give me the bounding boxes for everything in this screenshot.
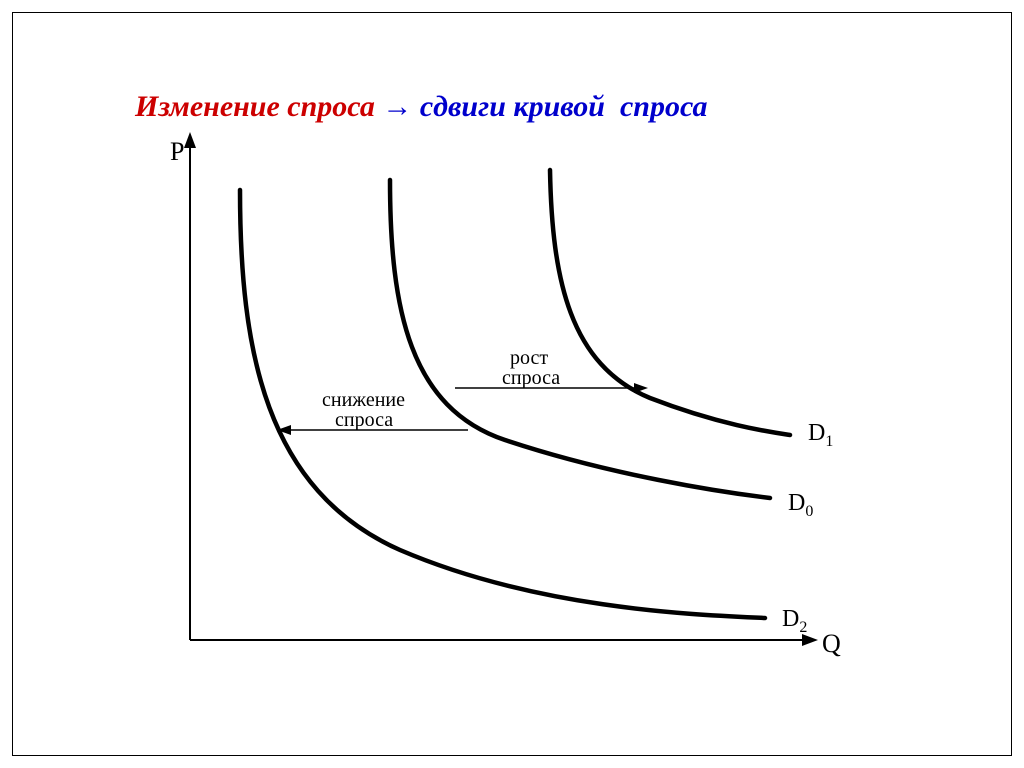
title-part-shift: сдвиги кривой спроса	[420, 90, 708, 123]
label-d0-d: D	[788, 490, 805, 516]
increase-annotation: рост спроса	[455, 347, 648, 393]
y-axis-arrowhead	[184, 132, 196, 148]
label-d0-sub: 0	[805, 503, 813, 520]
title-part-change: Изменение спроса	[135, 90, 375, 123]
increase-label-2: спроса	[502, 367, 560, 389]
curve-d2	[240, 190, 765, 618]
label-d2-d: D	[782, 606, 799, 632]
label-d1-sub: 1	[825, 433, 833, 450]
label-d1: D1	[808, 420, 833, 450]
curve-d0	[390, 180, 770, 498]
title-arrow: →	[375, 90, 420, 123]
label-d2: D2	[782, 606, 807, 636]
demand-shift-chart: P Q D1 D0 D2 рост спроса снижение спроса	[110, 120, 870, 700]
increase-label-1: рост	[510, 347, 548, 369]
slide-title: Изменение спроса → сдвиги кривой спроса	[120, 56, 708, 124]
axis-label-p: P	[170, 137, 184, 166]
curve-d1	[550, 170, 790, 435]
label-d1-d: D	[808, 420, 825, 446]
decrease-label-2: спроса	[335, 409, 393, 431]
decrease-label-1: снижение	[322, 389, 405, 411]
axis-label-q: Q	[822, 629, 841, 658]
label-d0: D0	[788, 490, 813, 520]
axes: P Q	[170, 132, 841, 658]
label-d2-sub: 2	[799, 619, 807, 636]
